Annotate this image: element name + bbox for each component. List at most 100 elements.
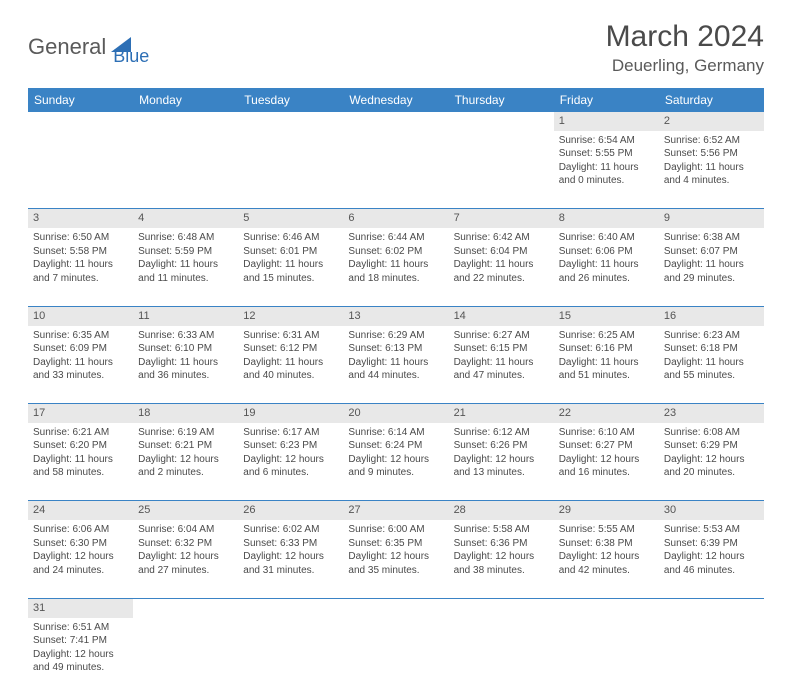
day-number bbox=[449, 112, 554, 131]
sunset-text: Sunset: 6:29 PM bbox=[664, 439, 759, 453]
daylight-text: and 16 minutes. bbox=[559, 466, 654, 480]
day-cell: Sunrise: 6:27 AMSunset: 6:15 PMDaylight:… bbox=[449, 326, 554, 404]
sunset-text: Sunset: 6:09 PM bbox=[33, 342, 128, 356]
day-cell: Sunrise: 6:46 AMSunset: 6:01 PMDaylight:… bbox=[238, 228, 343, 306]
day-number: 5 bbox=[238, 209, 343, 228]
sunrise-text: Sunrise: 6:38 AM bbox=[664, 231, 759, 245]
day-number: 23 bbox=[659, 404, 764, 423]
day-number-row: 10111213141516 bbox=[28, 306, 764, 325]
daylight-text: Daylight: 11 hours bbox=[243, 258, 338, 272]
sunrise-text: Sunrise: 6:02 AM bbox=[243, 523, 338, 537]
day-cell: Sunrise: 6:35 AMSunset: 6:09 PMDaylight:… bbox=[28, 326, 133, 404]
day-number: 17 bbox=[28, 404, 133, 423]
sunset-text: Sunset: 6:13 PM bbox=[348, 342, 443, 356]
sunrise-text: Sunrise: 5:55 AM bbox=[559, 523, 654, 537]
day-number: 18 bbox=[133, 404, 238, 423]
daylight-text: Daylight: 11 hours bbox=[138, 258, 233, 272]
day-number: 27 bbox=[343, 501, 448, 520]
day-number: 15 bbox=[554, 306, 659, 325]
day-cell bbox=[238, 618, 343, 696]
day-cell bbox=[238, 131, 343, 209]
daylight-text: and 47 minutes. bbox=[454, 369, 549, 383]
daylight-text: and 20 minutes. bbox=[664, 466, 759, 480]
daylight-text: and 18 minutes. bbox=[348, 272, 443, 286]
daylight-text: Daylight: 12 hours bbox=[138, 550, 233, 564]
day-number: 12 bbox=[238, 306, 343, 325]
day-number: 20 bbox=[343, 404, 448, 423]
daylight-text: Daylight: 11 hours bbox=[348, 356, 443, 370]
sunset-text: Sunset: 6:20 PM bbox=[33, 439, 128, 453]
day-cell: Sunrise: 6:52 AMSunset: 5:56 PMDaylight:… bbox=[659, 131, 764, 209]
daylight-text: Daylight: 12 hours bbox=[454, 453, 549, 467]
daylight-text: Daylight: 11 hours bbox=[243, 356, 338, 370]
daylight-text: and 2 minutes. bbox=[138, 466, 233, 480]
daylight-text: Daylight: 12 hours bbox=[138, 453, 233, 467]
day-cell: Sunrise: 6:51 AMSunset: 7:41 PMDaylight:… bbox=[28, 618, 133, 696]
daylight-text: and 38 minutes. bbox=[454, 564, 549, 578]
daylight-text: Daylight: 11 hours bbox=[559, 356, 654, 370]
sunset-text: Sunset: 6:18 PM bbox=[664, 342, 759, 356]
day-cell: Sunrise: 6:48 AMSunset: 5:59 PMDaylight:… bbox=[133, 228, 238, 306]
day-cell bbox=[133, 618, 238, 696]
calendar-body: 12Sunrise: 6:54 AMSunset: 5:55 PMDayligh… bbox=[28, 112, 764, 696]
day-number: 24 bbox=[28, 501, 133, 520]
day-cell: Sunrise: 5:58 AMSunset: 6:36 PMDaylight:… bbox=[449, 520, 554, 598]
sunset-text: Sunset: 6:12 PM bbox=[243, 342, 338, 356]
day-number-row: 3456789 bbox=[28, 209, 764, 228]
weekday-header: Tuesday bbox=[238, 88, 343, 112]
daylight-text: Daylight: 11 hours bbox=[664, 356, 759, 370]
sunset-text: Sunset: 5:56 PM bbox=[664, 147, 759, 161]
day-number bbox=[133, 598, 238, 617]
sunset-text: Sunset: 6:16 PM bbox=[559, 342, 654, 356]
daylight-text: and 58 minutes. bbox=[33, 466, 128, 480]
day-cell: Sunrise: 6:06 AMSunset: 6:30 PMDaylight:… bbox=[28, 520, 133, 598]
day-number: 29 bbox=[554, 501, 659, 520]
sunrise-text: Sunrise: 6:33 AM bbox=[138, 329, 233, 343]
daylight-text: Daylight: 11 hours bbox=[559, 258, 654, 272]
day-cell: Sunrise: 6:08 AMSunset: 6:29 PMDaylight:… bbox=[659, 423, 764, 501]
day-cell: Sunrise: 6:25 AMSunset: 6:16 PMDaylight:… bbox=[554, 326, 659, 404]
day-cell: Sunrise: 6:10 AMSunset: 6:27 PMDaylight:… bbox=[554, 423, 659, 501]
day-number: 19 bbox=[238, 404, 343, 423]
sunset-text: Sunset: 6:21 PM bbox=[138, 439, 233, 453]
sunset-text: Sunset: 7:41 PM bbox=[33, 634, 128, 648]
daylight-text: and 49 minutes. bbox=[33, 661, 128, 675]
sunrise-text: Sunrise: 6:54 AM bbox=[559, 134, 654, 148]
day-number: 4 bbox=[133, 209, 238, 228]
day-cell bbox=[659, 618, 764, 696]
sunset-text: Sunset: 6:30 PM bbox=[33, 537, 128, 551]
daylight-text: Daylight: 11 hours bbox=[664, 258, 759, 272]
day-number: 30 bbox=[659, 501, 764, 520]
day-cell: Sunrise: 6:00 AMSunset: 6:35 PMDaylight:… bbox=[343, 520, 448, 598]
day-number: 2 bbox=[659, 112, 764, 131]
day-cell: Sunrise: 6:02 AMSunset: 6:33 PMDaylight:… bbox=[238, 520, 343, 598]
header: General Blue March 2024 Deuerling, Germa… bbox=[28, 20, 764, 76]
daylight-text: and 22 minutes. bbox=[454, 272, 549, 286]
sunset-text: Sunset: 5:59 PM bbox=[138, 245, 233, 259]
weekday-header: Sunday bbox=[28, 88, 133, 112]
daylight-text: Daylight: 11 hours bbox=[33, 258, 128, 272]
daylight-text: and 36 minutes. bbox=[138, 369, 233, 383]
day-number bbox=[343, 598, 448, 617]
day-number: 28 bbox=[449, 501, 554, 520]
sunrise-text: Sunrise: 6:12 AM bbox=[454, 426, 549, 440]
day-cell: Sunrise: 6:50 AMSunset: 5:58 PMDaylight:… bbox=[28, 228, 133, 306]
day-number: 25 bbox=[133, 501, 238, 520]
daylight-text: Daylight: 12 hours bbox=[243, 550, 338, 564]
sunset-text: Sunset: 6:36 PM bbox=[454, 537, 549, 551]
day-content-row: Sunrise: 6:35 AMSunset: 6:09 PMDaylight:… bbox=[28, 326, 764, 404]
day-number: 21 bbox=[449, 404, 554, 423]
daylight-text: and 31 minutes. bbox=[243, 564, 338, 578]
day-cell bbox=[554, 618, 659, 696]
day-number: 16 bbox=[659, 306, 764, 325]
daylight-text: Daylight: 12 hours bbox=[33, 550, 128, 564]
day-content-row: Sunrise: 6:06 AMSunset: 6:30 PMDaylight:… bbox=[28, 520, 764, 598]
day-number: 6 bbox=[343, 209, 448, 228]
day-number bbox=[449, 598, 554, 617]
day-cell bbox=[133, 131, 238, 209]
sunrise-text: Sunrise: 6:06 AM bbox=[33, 523, 128, 537]
daylight-text: Daylight: 12 hours bbox=[243, 453, 338, 467]
daylight-text: and 46 minutes. bbox=[664, 564, 759, 578]
sunrise-text: Sunrise: 6:51 AM bbox=[33, 621, 128, 635]
logo-text-blue: Blue bbox=[113, 46, 149, 67]
